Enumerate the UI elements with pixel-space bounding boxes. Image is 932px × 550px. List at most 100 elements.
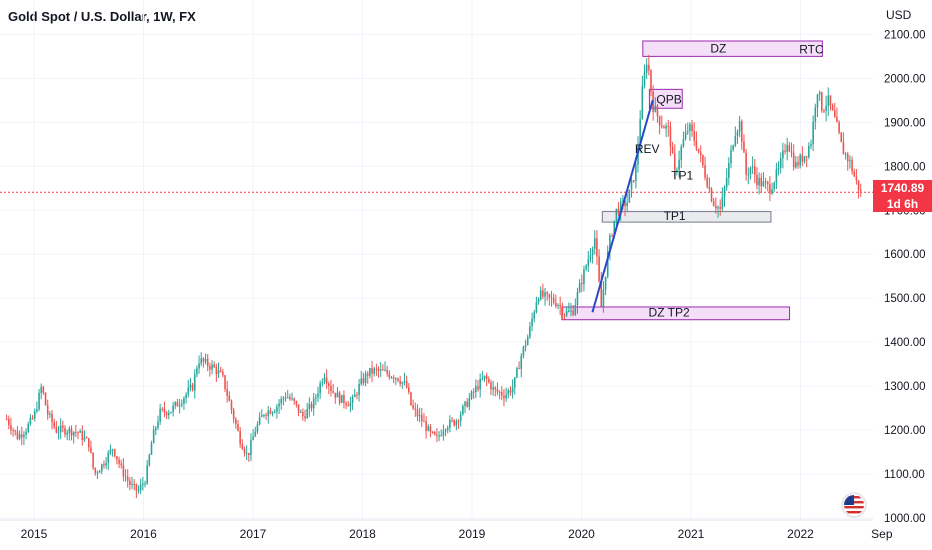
candle-body (771, 189, 773, 194)
candle-body (496, 389, 499, 392)
candle-body (433, 432, 436, 435)
candle-body (699, 151, 702, 155)
candle-body (401, 382, 404, 384)
time-tick-label: Sep (871, 527, 893, 541)
candle-body (250, 440, 252, 456)
candle-body (340, 394, 343, 403)
candle-body (743, 141, 745, 153)
price-tick-label: 1800.00 (884, 161, 926, 173)
candle-body (764, 181, 767, 183)
price-tick-label: 1600.00 (884, 249, 926, 261)
candle-body (570, 310, 572, 312)
candle-body (838, 122, 840, 133)
last-price-badge: 1740.89 1d 6h (873, 180, 932, 212)
candle-body (472, 391, 475, 393)
candle-body (831, 105, 834, 111)
candle-body (485, 375, 488, 379)
candle-body (691, 124, 693, 132)
candle-body (265, 414, 267, 416)
candle-body (583, 269, 585, 284)
annotation-qpb: QPB (656, 92, 681, 106)
candle-body (427, 426, 430, 431)
candle-body (245, 452, 248, 454)
candle-body (59, 425, 62, 433)
price-tick-label: 1000.00 (884, 513, 926, 525)
candle-body (494, 387, 497, 390)
candle-body (167, 413, 170, 416)
candle-body (243, 449, 246, 454)
candle-body (853, 171, 856, 177)
us-flag-icon[interactable] (842, 493, 866, 517)
candle-body (762, 181, 765, 187)
candle-body (25, 431, 27, 435)
candle-body (176, 402, 179, 407)
candle-body (217, 370, 220, 374)
candle-body (568, 311, 570, 313)
candle-body (362, 378, 365, 383)
candle-body (799, 155, 801, 166)
price-axis[interactable] (873, 0, 932, 520)
candle-body (92, 452, 94, 468)
candle-body (420, 415, 423, 422)
candle-body (779, 158, 782, 168)
candle-body (710, 188, 713, 202)
candle-body (628, 189, 631, 203)
candle-body (578, 283, 581, 293)
candle-body (44, 392, 47, 406)
candle-body (732, 145, 734, 150)
candle-body (111, 449, 114, 451)
candle-body (269, 410, 272, 414)
candle-body (100, 464, 103, 472)
candle-body (440, 435, 443, 437)
time-tick-label: 2017 (240, 527, 267, 541)
candle-body (310, 403, 313, 409)
candle-body (258, 416, 261, 425)
candle-body (31, 417, 34, 419)
candle-body (416, 409, 419, 417)
candle-body (855, 176, 858, 181)
candle-body (801, 155, 804, 162)
candle-body (343, 394, 345, 404)
time-tick-label: 2022 (787, 527, 814, 541)
trend-line[interactable] (591, 100, 654, 313)
candle-body (278, 403, 280, 407)
candle-body (531, 318, 533, 327)
price-tick-label: 1100.00 (884, 469, 925, 481)
candle-body (803, 156, 806, 162)
candle-body (124, 476, 127, 478)
candle-body (790, 151, 793, 153)
candle-body (851, 159, 853, 172)
candle-body (232, 409, 235, 419)
candle-body (505, 394, 507, 399)
annotation-dz_tp2: DZ TP2 (649, 306, 690, 320)
candle-body (829, 95, 832, 106)
candle-body (749, 167, 752, 175)
candle-body (559, 305, 561, 307)
candle-body (193, 374, 196, 391)
candle-body (462, 406, 464, 415)
candle-body (379, 369, 382, 371)
candle-body (498, 391, 501, 393)
candle-body (645, 64, 648, 73)
candle-body (593, 238, 596, 249)
candle-body (230, 400, 233, 410)
candle-body (669, 126, 672, 147)
candle-body (706, 177, 709, 188)
candle-body (137, 490, 140, 492)
candle-body (429, 426, 432, 432)
candle-body (191, 384, 194, 391)
candle-body (453, 420, 456, 426)
candle-body (712, 201, 715, 206)
candle-body (321, 382, 324, 384)
candle-body (105, 462, 107, 466)
candle-body (295, 401, 298, 405)
candle-body (561, 306, 564, 315)
candle-body (286, 397, 289, 399)
candle-body (185, 394, 187, 399)
candle-body (219, 370, 222, 372)
candle-body (775, 169, 778, 183)
chart-title: Gold Spot / U.S. Dollar, 1W, FX (8, 9, 196, 24)
candle-body (323, 377, 326, 383)
price-tick-label: 1400.00 (884, 337, 926, 349)
